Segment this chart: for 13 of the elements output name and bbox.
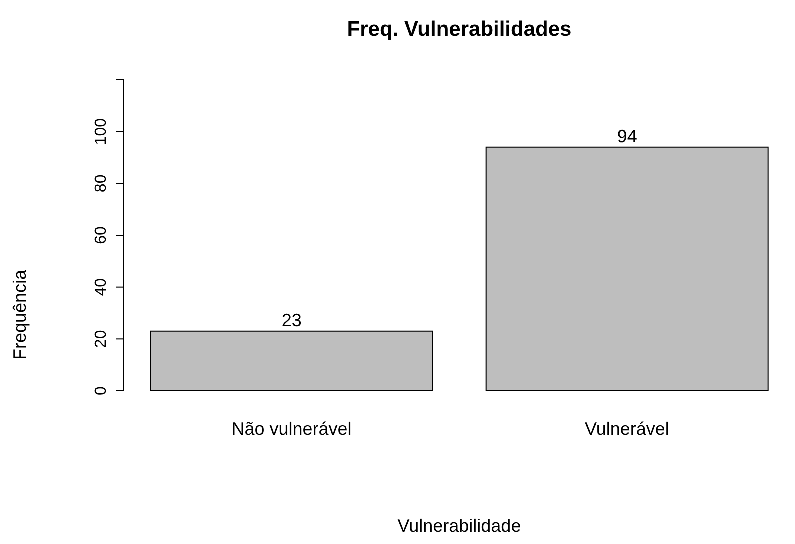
- y-axis-title: Frequência: [10, 270, 31, 360]
- chart-title: Freq. Vulnerabilidades: [346, 18, 573, 42]
- y-tick-label: 20: [93, 330, 110, 348]
- y-tick-label: 80: [93, 174, 110, 193]
- x-tick-label: Vulnerável: [585, 418, 670, 439]
- y-tick-label: 40: [93, 278, 110, 296]
- x-axis-title: Vulnerabilidade: [396, 516, 522, 537]
- y-tick-label: 100: [93, 118, 110, 146]
- data-label: 23: [282, 310, 302, 330]
- x-tick-label: Não vulnerável: [232, 418, 352, 439]
- data-label: 94: [617, 126, 638, 146]
- y-tick-label: 0: [93, 386, 110, 396]
- y-tick-label: 60: [93, 226, 110, 244]
